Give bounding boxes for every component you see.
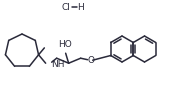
Text: H: H	[78, 2, 84, 11]
Text: HO: HO	[58, 40, 72, 49]
Text: Cl: Cl	[62, 2, 70, 11]
Text: NH: NH	[51, 60, 64, 69]
Text: O: O	[87, 56, 94, 65]
